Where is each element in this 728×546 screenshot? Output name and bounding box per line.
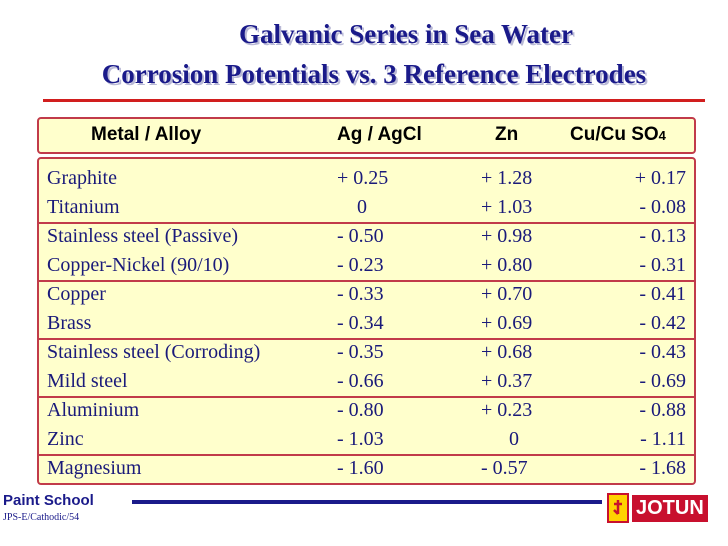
header-cu-label: Cu/Cu SO — [570, 124, 659, 145]
value-zn: + 1.28 — [481, 167, 533, 189]
value-ag-agcl: - 0.50 — [337, 225, 384, 247]
value-ag-agcl: - 1.60 — [337, 457, 384, 479]
value-zn: + 0.80 — [481, 254, 533, 276]
value-zn: + 0.37 — [481, 370, 533, 392]
metal-name: Mild steel — [47, 370, 128, 392]
table-row: Graphite + 0.25 + 1.28 + 0.17 — [39, 164, 694, 193]
value-cu-cuso4: - 0.41 — [639, 283, 686, 305]
value-cu-cuso4: - 0.88 — [639, 399, 686, 421]
row-group-separator — [39, 454, 694, 456]
row-group-separator — [39, 222, 694, 224]
metal-name: Stainless steel (Corroding) — [47, 341, 261, 363]
value-ag-agcl: - 0.80 — [337, 399, 384, 421]
value-zn: + 0.70 — [481, 283, 533, 305]
value-zn: + 1.03 — [481, 196, 533, 218]
table-row: Mild steel - 0.66 + 0.37 - 0.69 — [39, 367, 694, 396]
value-cu-cuso4: - 0.13 — [639, 225, 686, 247]
value-ag-agcl: - 0.23 — [337, 254, 384, 276]
value-ag-agcl: 0 — [357, 196, 367, 218]
jotun-logo: JOTUN — [607, 490, 722, 526]
value-cu-cuso4: - 0.31 — [639, 254, 686, 276]
metal-name: Stainless steel (Passive) — [47, 225, 239, 247]
logo-text: JOTUN — [632, 494, 708, 522]
table-row: Magnesium - 1.60 - 0.57 - 1.68 — [39, 454, 694, 483]
footer-rule — [132, 500, 602, 504]
value-cu-cuso4: + 0.17 — [634, 167, 686, 189]
metal-name: Copper — [47, 283, 106, 305]
value-zn: - 0.57 — [481, 457, 528, 479]
header-zn: Zn — [495, 124, 519, 145]
row-group-separator — [39, 338, 694, 340]
table-row: Stainless steel (Passive) - 0.50 + 0.98 - 0… — [39, 222, 694, 251]
metal-name: Copper-Nickel (90/10) — [47, 254, 230, 276]
table-body: Graphite + 0.25 + 1.28 + 0.17 Titanium 0 + 1.0… — [37, 157, 696, 485]
value-zn: + 0.98 — [481, 225, 533, 247]
value-cu-cuso4: - 0.42 — [639, 312, 686, 334]
metal-name: Titanium — [47, 196, 120, 218]
value-zn: + 0.69 — [481, 312, 533, 334]
value-ag-agcl: - 1.03 — [337, 428, 384, 450]
table-row: Brass - 0.34 + 0.69 - 0.42 — [39, 309, 694, 338]
value-cu-cuso4: - 1.11 — [640, 428, 686, 450]
value-zn: + 0.68 — [481, 341, 533, 363]
metal-name: Magnesium — [47, 457, 142, 479]
footer-school: Paint School — [3, 492, 94, 509]
logo-emblem-icon — [607, 493, 629, 523]
metal-name: Brass — [47, 312, 92, 334]
header-cu-subscript: 4 — [658, 128, 666, 143]
metal-name: Aluminium — [47, 399, 140, 421]
metal-name: Graphite — [47, 167, 117, 189]
slide-title-line1: Galvanic Series in Sea Water — [239, 19, 573, 49]
value-zn: 0 — [509, 428, 519, 450]
value-ag-agcl: + 0.25 — [337, 167, 389, 189]
value-ag-agcl: - 0.34 — [337, 312, 384, 334]
header-metal: Metal / Alloy — [91, 124, 202, 145]
row-group-separator — [39, 396, 694, 398]
table-row: Titanium 0 + 1.03 - 0.08 — [39, 193, 694, 222]
row-group-separator — [39, 280, 694, 282]
value-ag-agcl: - 0.33 — [337, 283, 384, 305]
value-ag-agcl: - 0.35 — [337, 341, 384, 363]
header-ag-agcl: Ag / AgCl — [337, 124, 422, 145]
title-underline — [43, 99, 705, 102]
footer-code: JPS-E/Cathodic/54 — [3, 512, 80, 523]
value-cu-cuso4: - 1.68 — [639, 457, 686, 479]
table-row: Copper - 0.33 + 0.70 - 0.41 — [39, 280, 694, 309]
header-cu-cuso4: Cu/Cu SO4 — [570, 124, 666, 146]
value-cu-cuso4: - 0.69 — [639, 370, 686, 392]
table-row: Zinc - 1.03 0 - 1.11 — [39, 425, 694, 454]
value-zn: + 0.23 — [481, 399, 533, 421]
table-row: Copper-Nickel (90/10) - 0.23 + 0.80 - 0.31 — [39, 251, 694, 280]
slide-title-line2: Corrosion Potentials vs. 3 Reference Ele… — [101, 59, 647, 89]
table-row: Aluminium - 0.80 + 0.23 - 0.88 — [39, 396, 694, 425]
value-cu-cuso4: - 0.43 — [639, 341, 686, 363]
value-cu-cuso4: - 0.08 — [639, 196, 686, 218]
metal-name: Zinc — [47, 428, 84, 450]
table-row: Stainless steel (Corroding) - 0.35 + 0.68 -… — [39, 338, 694, 367]
table-header: Metal / Alloy Ag / AgCl Zn Cu/Cu SO4 — [37, 117, 696, 154]
value-ag-agcl: - 0.66 — [337, 370, 384, 392]
